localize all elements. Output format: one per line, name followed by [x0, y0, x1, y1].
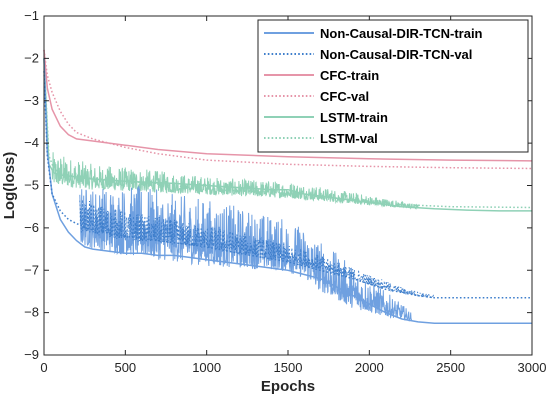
x-tick-label: 2500 [436, 360, 465, 375]
y-tick-label: −1 [24, 8, 39, 23]
x-tick-label: 2000 [355, 360, 384, 375]
x-axis: 0 500 1000 1500 2000 2500 3000 [40, 16, 546, 375]
y-tick-label: −9 [24, 347, 39, 362]
y-axis: −1 −2 −3 −4 −5 −6 −7 −8 −9 [24, 8, 532, 362]
series-1 [43, 71, 532, 299]
y-tick-label: −8 [24, 305, 39, 320]
legend-label: Non-Causal-DIR-TCN-val [320, 47, 472, 62]
y-tick-label: −3 [24, 93, 39, 108]
legend-label: LSTM-train [320, 110, 388, 125]
series-line [43, 58, 532, 324]
y-tick-label: −4 [24, 135, 39, 150]
y-tick-label: −5 [24, 178, 39, 193]
series-line [43, 49, 533, 162]
legend-label: Non-Causal-DIR-TCN-train [320, 26, 483, 41]
x-tick-label: 500 [114, 360, 136, 375]
x-tick-label: 0 [40, 360, 47, 375]
x-tick-label: 3000 [518, 360, 547, 375]
series-line [43, 49, 533, 170]
series-layer [43, 49, 533, 324]
series-line [43, 58, 532, 212]
x-tick-label: 1000 [192, 360, 221, 375]
series-fluctuation-line [79, 186, 413, 322]
y-tick-label: −2 [24, 50, 39, 65]
y-axis-label: Log(loss) [1, 152, 18, 220]
series-line [43, 71, 532, 299]
y-tick-label: −7 [24, 262, 39, 277]
legend-label: CFC-val [320, 89, 369, 104]
series-line [43, 58, 533, 209]
series-5 [43, 58, 533, 209]
series-3 [43, 49, 533, 170]
x-axis-label: Epochs [261, 378, 315, 395]
legend-label: CFC-train [320, 68, 379, 83]
series-0 [43, 58, 532, 324]
legend-label: LSTM-val [320, 131, 378, 146]
y-tick-label: −6 [24, 220, 39, 235]
legend: Non-Causal-DIR-TCN-train Non-Causal-DIR-T… [257, 19, 529, 153]
x-tick-label: 1500 [274, 360, 303, 375]
series-2 [43, 49, 533, 162]
legend-box [257, 19, 529, 153]
